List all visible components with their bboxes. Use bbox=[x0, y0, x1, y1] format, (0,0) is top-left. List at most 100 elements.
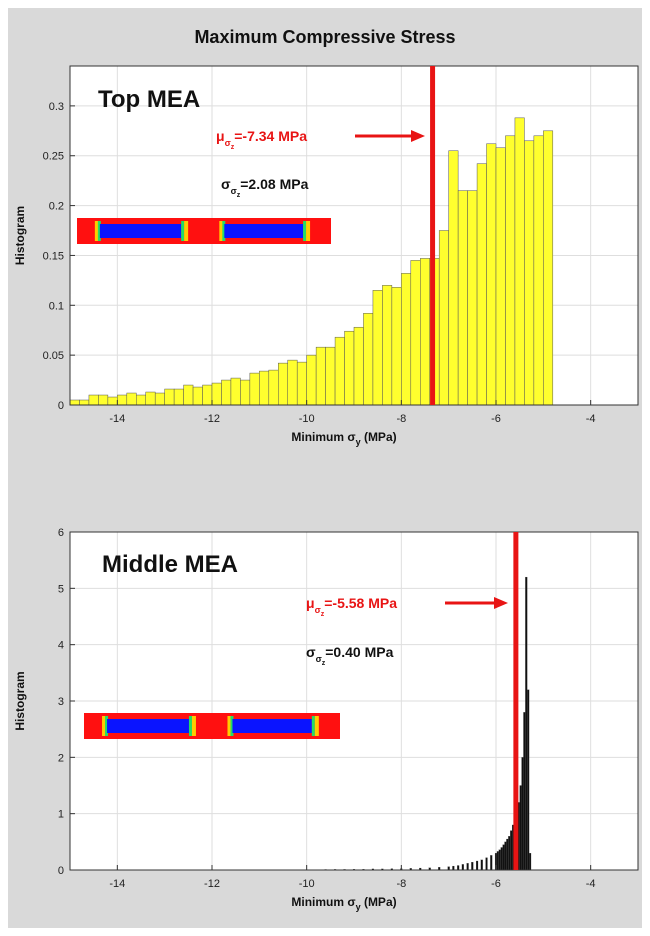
schematic-blue-channel bbox=[224, 224, 304, 238]
histogram-bar bbox=[344, 330, 355, 406]
histogram-bar bbox=[202, 384, 213, 406]
schematic-transition bbox=[102, 716, 108, 736]
histogram-bar bbox=[476, 860, 479, 871]
y-tick-label: 0.3 bbox=[49, 101, 64, 113]
histogram-bar bbox=[107, 396, 118, 406]
histogram-bar bbox=[498, 849, 501, 871]
histogram-bar bbox=[521, 757, 524, 871]
histogram-bar bbox=[88, 394, 99, 406]
histogram-bar bbox=[514, 117, 525, 406]
mea-schematic bbox=[77, 218, 331, 244]
histogram-bar bbox=[527, 689, 530, 871]
histogram-bar bbox=[287, 359, 298, 406]
mean-arrow-head bbox=[411, 130, 425, 142]
y-tick-label: 1 bbox=[58, 809, 64, 821]
schematic-transition bbox=[314, 716, 319, 736]
std-annotation: σσz=2.08 MPa bbox=[221, 176, 309, 199]
histogram-bar bbox=[496, 851, 499, 871]
schematic-transition bbox=[219, 221, 225, 241]
schematic-transition bbox=[303, 221, 307, 241]
y-tick-label: 0 bbox=[58, 865, 64, 877]
histogram-bar bbox=[490, 855, 493, 871]
y-tick-label: 6 bbox=[58, 527, 64, 539]
x-tick-label: -8 bbox=[396, 878, 406, 890]
histogram-bar bbox=[278, 362, 288, 406]
panel-label: Middle MEA bbox=[102, 551, 238, 578]
histogram-bar bbox=[249, 372, 260, 406]
schematic-transition bbox=[184, 221, 189, 241]
schematic-blue-channel bbox=[232, 719, 312, 733]
histogram-bar bbox=[466, 863, 469, 871]
y-axis-label: Histogram bbox=[13, 671, 27, 730]
y-tick-label: 3 bbox=[58, 696, 64, 708]
chart-panel-1: -14 -12 -10 -8 -6 -4 0 0.05 0.1 0.15 0.2 0.25 0.3 Min… bbox=[13, 65, 639, 447]
x-tick-label: -10 bbox=[299, 878, 315, 890]
histogram-bar bbox=[268, 369, 279, 406]
histogram-bar bbox=[145, 391, 156, 406]
histogram-bar bbox=[401, 273, 412, 406]
y-tick-label: 0.1 bbox=[49, 300, 64, 312]
histogram-bar bbox=[533, 135, 544, 406]
histogram-bar bbox=[173, 388, 184, 406]
histogram-bar bbox=[334, 336, 345, 406]
histogram-bar bbox=[495, 147, 506, 406]
schematic-transition bbox=[311, 716, 315, 736]
histogram-bar bbox=[461, 864, 464, 871]
histogram-bar bbox=[524, 140, 535, 406]
histogram-bar bbox=[502, 844, 505, 871]
x-axis-label: Minimum σy (MPa) bbox=[291, 895, 396, 912]
histogram-bar bbox=[98, 394, 109, 406]
histogram-bar bbox=[438, 230, 449, 406]
histogram-bar bbox=[504, 841, 507, 871]
histogram-bar bbox=[240, 379, 251, 406]
histogram-bar bbox=[117, 394, 128, 406]
histogram-bar bbox=[506, 838, 509, 871]
y-tick-label: 0.05 bbox=[43, 350, 64, 362]
histogram-bar bbox=[315, 346, 326, 406]
y-tick-label: 0 bbox=[58, 400, 64, 412]
y-tick-label: 0.2 bbox=[49, 201, 64, 213]
y-axis-label: Histogram bbox=[13, 206, 27, 265]
histogram-bar bbox=[296, 361, 307, 406]
histogram-bar bbox=[505, 135, 516, 406]
x-tick-label: -10 bbox=[299, 413, 315, 425]
histogram-bar bbox=[508, 836, 511, 871]
x-tick-label: -12 bbox=[204, 413, 220, 425]
y-tick-label: 5 bbox=[58, 583, 64, 595]
axes-frame bbox=[69, 65, 639, 406]
x-tick-label: -6 bbox=[491, 878, 501, 890]
mea-schematic bbox=[84, 713, 340, 739]
histogram-bar bbox=[69, 399, 80, 406]
histogram-bar bbox=[500, 847, 503, 871]
x-tick-label: -8 bbox=[396, 413, 406, 425]
schematic-transition bbox=[105, 716, 109, 736]
histogram-bar bbox=[420, 258, 430, 406]
histogram-bar bbox=[457, 865, 460, 871]
histogram-bar bbox=[372, 290, 383, 406]
histogram-bar bbox=[306, 354, 317, 406]
schematic-transition bbox=[306, 221, 311, 241]
histogram-bar bbox=[325, 346, 336, 406]
schematic-transition bbox=[191, 716, 196, 736]
x-tick-label: -14 bbox=[109, 878, 125, 890]
histogram-bar bbox=[448, 150, 459, 406]
y-tick-label: 0.15 bbox=[43, 250, 64, 262]
histogram-bar bbox=[79, 399, 90, 406]
schematic-transition bbox=[222, 221, 226, 241]
histogram-bar bbox=[476, 163, 487, 406]
mean-arrow-head bbox=[494, 597, 508, 609]
histogram-bar bbox=[485, 857, 488, 871]
schematic-transition bbox=[188, 716, 192, 736]
histogram-bar bbox=[221, 379, 232, 406]
histogram-bar bbox=[452, 865, 455, 871]
schematic-transition bbox=[97, 221, 101, 241]
histogram-bar bbox=[529, 852, 532, 871]
histogram-bar bbox=[467, 190, 478, 406]
histogram-bar bbox=[519, 785, 522, 871]
std-annotation: σσz=0.40 MPa bbox=[306, 644, 394, 667]
histogram-bar bbox=[126, 392, 137, 406]
histogram-bar bbox=[471, 862, 474, 871]
histogram-bar bbox=[391, 287, 402, 406]
histogram-bar bbox=[154, 392, 165, 406]
histogram-bar bbox=[410, 260, 421, 406]
